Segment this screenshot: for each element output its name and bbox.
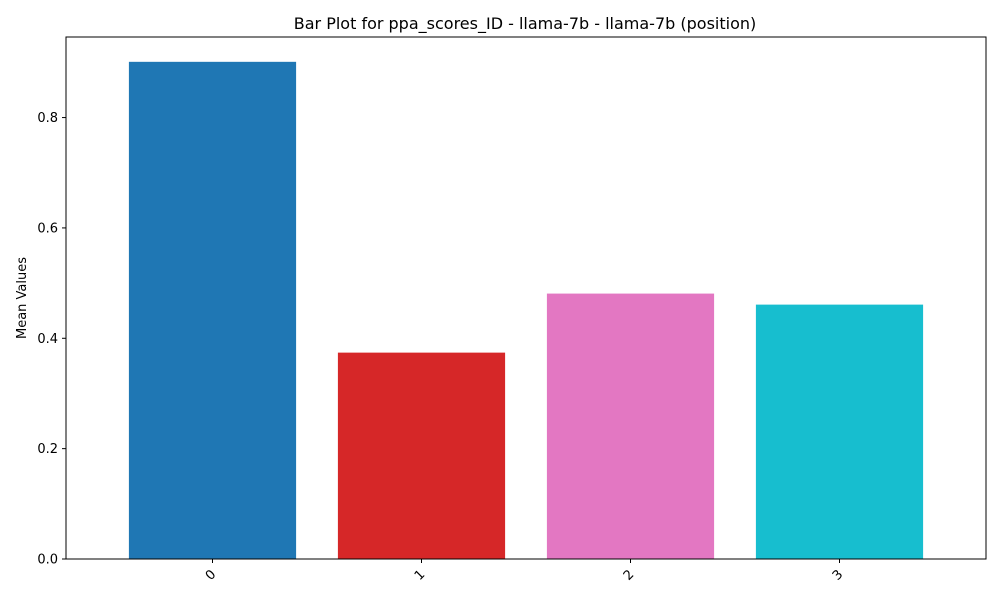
x-tick-label: 3 <box>830 567 846 583</box>
bars-group <box>128 61 924 559</box>
plot-frame <box>65 36 987 560</box>
y-axis-label: Mean Values <box>15 257 30 339</box>
bar-0 <box>128 61 297 559</box>
x-tick-label: 0 <box>203 567 219 583</box>
y-tick-label: 0.4 <box>37 332 58 347</box>
chart-title: Bar Plot for ppa_scores_ID - llama-7b - … <box>294 14 756 34</box>
x-ticks-group: 0 1 2 3 <box>203 559 846 584</box>
y-tick-label: 0.6 <box>37 221 58 236</box>
bar-3 <box>755 304 924 559</box>
y-tick-label: 0.2 <box>37 442 58 457</box>
y-tick-label: 0.0 <box>37 553 58 568</box>
bar-1 <box>337 352 506 559</box>
bar-2 <box>546 293 715 559</box>
x-tick-label: 1 <box>412 567 428 583</box>
y-tick-label: 0.8 <box>37 111 58 126</box>
x-tick-label: 2 <box>621 567 637 583</box>
y-ticks-group: 0.0 0.2 0.4 0.6 0.8 <box>37 111 66 568</box>
